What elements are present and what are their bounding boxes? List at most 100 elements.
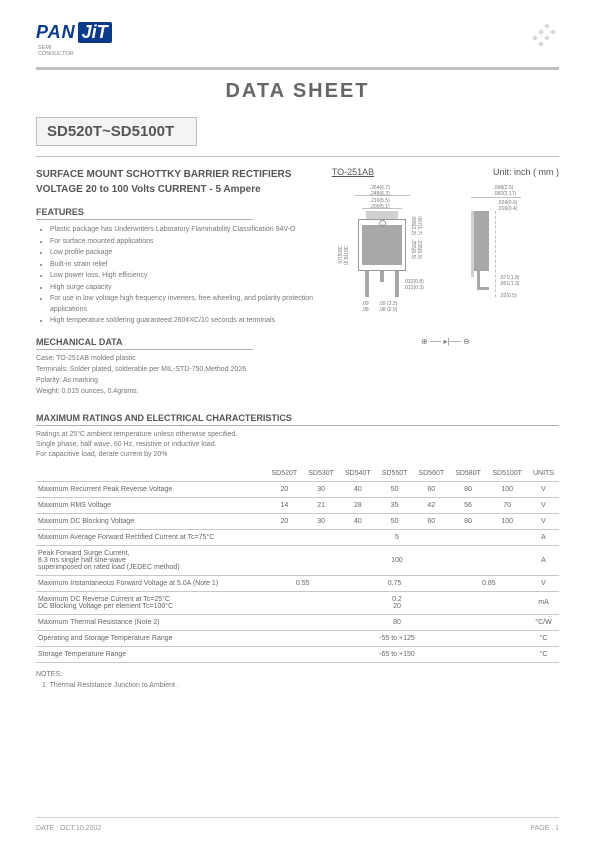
unit-cell: A [528, 529, 559, 545]
param-cell: Operating and Storage Temperature Range [36, 630, 266, 646]
product-subtitle: SURFACE MOUNT SCHOTTKY BARRIER RECTIFIER… [36, 167, 314, 197]
feature-item: Low profile package [50, 248, 314, 259]
mech-item: Case: TO-251AB molded plastic [36, 355, 314, 362]
document-title: DATA SHEET [36, 80, 559, 103]
col-head: SD560T [413, 466, 450, 482]
package-name: TO-251AB [332, 167, 374, 177]
feature-item: For use in low voltage high frequency in… [50, 294, 314, 315]
logo-subtext: SEMI CONDUCTOR [38, 45, 112, 57]
col-head: SD530T [303, 466, 340, 482]
param-cell: Maximum RMS Voltage [36, 497, 266, 513]
value-cell: 21 [303, 497, 340, 513]
features-heading: FEATURES [36, 207, 253, 220]
table-row: Storage Temperature Range-65 to +150°C [36, 646, 559, 662]
unit-cell: mA [528, 591, 559, 614]
table-row: Peak Forward Surge Current, 8.3 ms singl… [36, 545, 559, 575]
content-columns: SURFACE MOUNT SCHOTTKY BARRIER RECTIFIER… [36, 167, 559, 399]
mech-item: Weight: 0.015 ounces, 0.4grams. [36, 388, 314, 395]
value-cell: 100 [486, 481, 528, 497]
param-cell: Storage Temperature Range [36, 646, 266, 662]
param-cell: Maximum Average Forward Rectified Curren… [36, 529, 266, 545]
unit-cell: °C [528, 646, 559, 662]
table-row: Operating and Storage Temperature Range-… [36, 630, 559, 646]
col-head: SD550T [376, 466, 413, 482]
value-cell: 42 [413, 497, 450, 513]
feature-item: High temperature soldering guaranteed:26… [50, 316, 314, 327]
table-row: Maximum RMS Voltage14212835425670V [36, 497, 559, 513]
unit-cell: V [528, 513, 559, 529]
table-row: Maximum Instantaneous Forward Voltage at… [36, 575, 559, 591]
diode-symbol: ⊕ ── ▸|── ⊖ [332, 337, 559, 346]
unit-label: Unit: inch ( mm ) [493, 167, 559, 177]
ratings-intro: Ratings at 25°C ambient temperature unle… [36, 431, 559, 458]
param-cell: Peak Forward Surge Current, 8.3 ms singl… [36, 545, 266, 575]
mechdata-list: Case: TO-251AB molded plastic Terminals:… [36, 355, 314, 395]
feature-item: For surface mounted applications [50, 237, 314, 248]
col-head-units: UNITS [528, 466, 559, 482]
table-row: Maximum Recurrent Peak Reverse Voltage20… [36, 481, 559, 497]
value-cell: 40 [339, 481, 376, 497]
part-number-box: SD520T~SD5100T [36, 117, 197, 146]
unit-cell: V [528, 575, 559, 591]
value-cell-merged: 0.55 [266, 575, 339, 591]
col-head: SD580T [450, 466, 487, 482]
spec-table: SD520T SD530T SD540T SD550T SD560T SD580… [36, 466, 559, 663]
mech-item: Polarity: As marking [36, 377, 314, 384]
value-cell: 100 [486, 513, 528, 529]
package-header: TO-251AB Unit: inch ( mm ) [332, 167, 559, 177]
features-list: Plastic package has Underwriters Laborat… [36, 225, 314, 327]
right-column: TO-251AB Unit: inch ( mm ) .264(6.7) .24… [332, 167, 559, 399]
drawing-front: .264(6.7) .248(6.3) .216(5.5) .200(5.1) … [332, 183, 438, 333]
value-cell-span: -55 to +125 [266, 630, 528, 646]
value-cell: 20 [266, 513, 303, 529]
value-cell: 56 [450, 497, 487, 513]
value-cell: 80 [450, 481, 487, 497]
unit-cell: °C [528, 630, 559, 646]
param-cell: Maximum DC Blocking Voltage [36, 513, 266, 529]
value-cell-merged: 0.75 [339, 575, 449, 591]
unit-cell: V [528, 497, 559, 513]
value-cell-merged: 0.85 [450, 575, 528, 591]
param-cell: Maximum Thermal Resistance (Note 2) [36, 614, 266, 630]
unit-cell: A [528, 545, 559, 575]
drawing-side: .098(2.5) .082(2.17) .024(0.6) .016(0.4)… [453, 183, 559, 333]
value-cell: 28 [339, 497, 376, 513]
value-cell-span: 80 [266, 614, 528, 630]
col-head: SD5100T [486, 466, 528, 482]
value-cell: 60 [413, 513, 450, 529]
value-cell: 50 [376, 481, 413, 497]
feature-item: Plastic package has Underwriters Laborat… [50, 225, 314, 236]
value-cell-span: -65 to +150 [266, 646, 528, 662]
value-cell: 20 [266, 481, 303, 497]
mechdata-heading: MECHANICAL DATA [36, 337, 253, 350]
unit-cell: °C/W [528, 614, 559, 630]
value-cell: 14 [266, 497, 303, 513]
left-column: SURFACE MOUNT SCHOTTKY BARRIER RECTIFIER… [36, 167, 314, 399]
logo-block: PAN JiT SEMI CONDUCTOR [36, 22, 112, 57]
datasheet-page: PAN JiT SEMI CONDUCTOR DATA SHEET SD520T… [0, 0, 595, 842]
table-row: Maximum Thermal Resistance (Note 2)80°C/… [36, 614, 559, 630]
value-cell: 70 [486, 497, 528, 513]
separator-under-partno [36, 156, 559, 157]
package-drawings: .264(6.7) .248(6.3) .216(5.5) .200(5.1) … [332, 183, 559, 333]
value-cell-span: 0.2 20 [266, 591, 528, 614]
value-cell-span: 100 [266, 545, 528, 575]
feature-item: Low power loss, High efficiency [50, 271, 314, 282]
footer: DATE : OCT.10.2002 PAGE . 1 [36, 825, 559, 832]
unit-cell: V [528, 481, 559, 497]
logo-text-right: JiT [78, 22, 112, 43]
feature-item: Built-in strain relief [50, 260, 314, 271]
logo-text-left: PAN [36, 22, 76, 43]
value-cell: 30 [303, 513, 340, 529]
footer-date: DATE : OCT.10.2002 [36, 825, 101, 832]
value-cell: 60 [413, 481, 450, 497]
decoration-dots [531, 22, 559, 50]
param-cell: Maximum DC Reverse Current at Tc=25°C DC… [36, 591, 266, 614]
value-cell: 35 [376, 497, 413, 513]
separator-top [36, 67, 559, 70]
value-cell: 40 [339, 513, 376, 529]
footer-separator [36, 817, 559, 818]
table-row: Maximum DC Reverse Current at Tc=25°C DC… [36, 591, 559, 614]
value-cell: 50 [376, 513, 413, 529]
header-row: PAN JiT SEMI CONDUCTOR [36, 22, 559, 57]
